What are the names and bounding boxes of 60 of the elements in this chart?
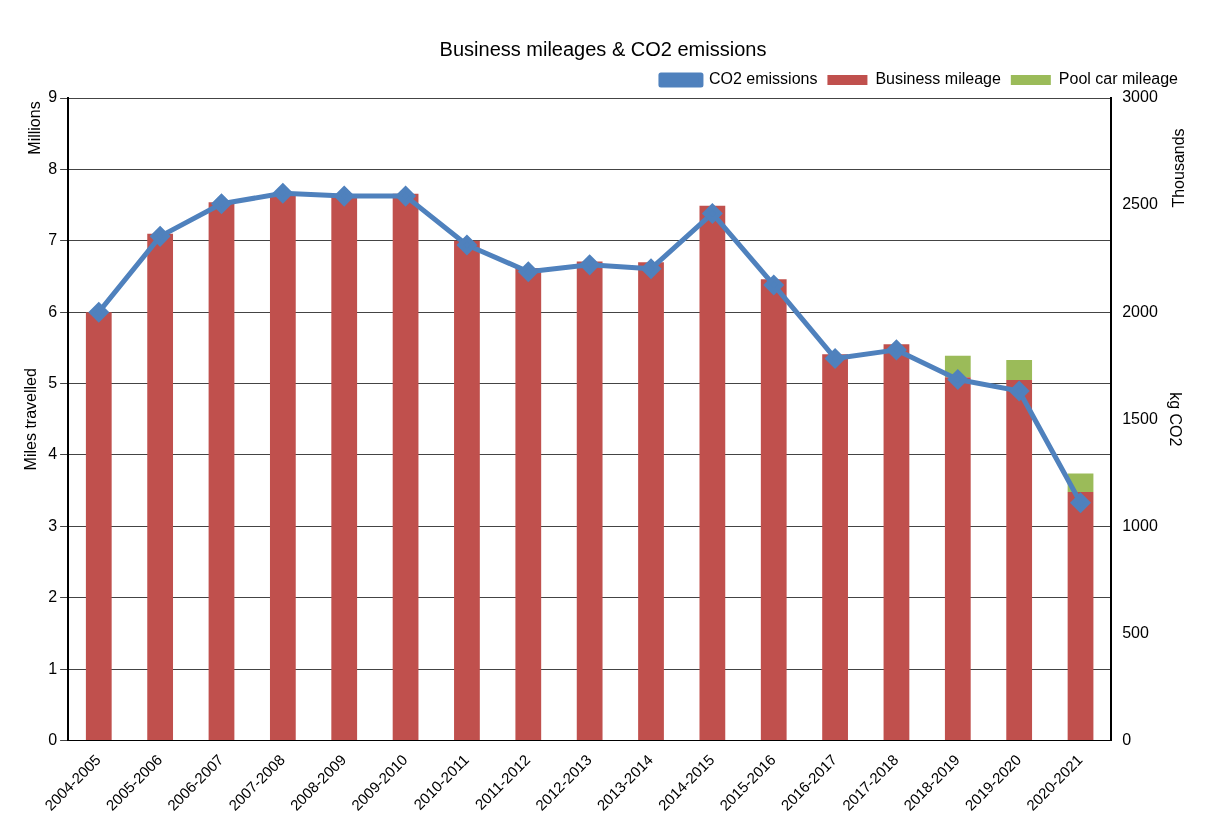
y-tick-label: 9	[48, 88, 58, 106]
y-tick-label: 4	[48, 445, 58, 463]
bar	[883, 344, 910, 741]
y-tick-label: 2	[48, 588, 58, 606]
y-tick-label: 1	[48, 659, 58, 677]
y2-tick-label: 1000	[1122, 516, 1158, 534]
bar	[1006, 360, 1033, 381]
bar	[1067, 492, 1094, 741]
bar	[269, 193, 296, 741]
point	[334, 186, 354, 206]
point	[1071, 493, 1091, 513]
legend-label: Pool car mileage	[1058, 70, 1179, 88]
text: Thousands	[1170, 128, 1188, 208]
point	[1009, 381, 1029, 401]
point	[825, 348, 845, 368]
y-tick-label: 5	[48, 373, 58, 391]
y2-tick-label: 1500	[1122, 409, 1158, 427]
bar	[822, 354, 848, 741]
y2-tick-label: 2000	[1122, 302, 1158, 320]
y2-tick-label: 0	[1122, 730, 1132, 748]
y-axis-title: Miles travelled	[22, 368, 40, 471]
bar	[331, 195, 358, 741]
point	[764, 275, 784, 295]
bar	[638, 262, 664, 741]
chart-title: Business mileages & CO2 emissions	[439, 37, 767, 60]
bar	[515, 267, 542, 741]
bar	[454, 240, 480, 741]
y-tick-label: 3	[48, 516, 58, 534]
y-tick-label: 6	[48, 302, 58, 320]
point	[641, 259, 661, 279]
bar	[1006, 380, 1033, 741]
bar	[392, 193, 419, 741]
legend-label: CO2 emissions	[708, 70, 818, 88]
y-tick-label: 0	[48, 730, 58, 748]
bar	[699, 205, 726, 741]
y2-axis-title: kg CO2	[1166, 392, 1184, 447]
legend-label: Business mileage	[875, 70, 1001, 88]
y2-tick-label: 3000	[1122, 88, 1158, 106]
y-tick-label: 8	[48, 159, 58, 177]
point	[580, 255, 600, 275]
bar	[576, 261, 603, 741]
point	[212, 194, 231, 214]
bar	[760, 279, 787, 741]
point	[886, 340, 906, 360]
point	[273, 183, 293, 203]
point	[89, 302, 109, 322]
y-tick-label: 7	[48, 231, 58, 249]
point	[150, 226, 170, 246]
bar	[85, 312, 112, 741]
bar	[208, 202, 235, 741]
bar	[147, 233, 174, 741]
point	[396, 186, 416, 206]
point	[518, 262, 538, 282]
text: Millions	[26, 101, 44, 155]
point	[948, 369, 968, 389]
point	[702, 203, 722, 223]
point	[457, 235, 477, 255]
bar	[944, 377, 971, 741]
y2-tick-label: 2500	[1122, 195, 1158, 213]
y2-tick-label: 500	[1122, 623, 1149, 641]
